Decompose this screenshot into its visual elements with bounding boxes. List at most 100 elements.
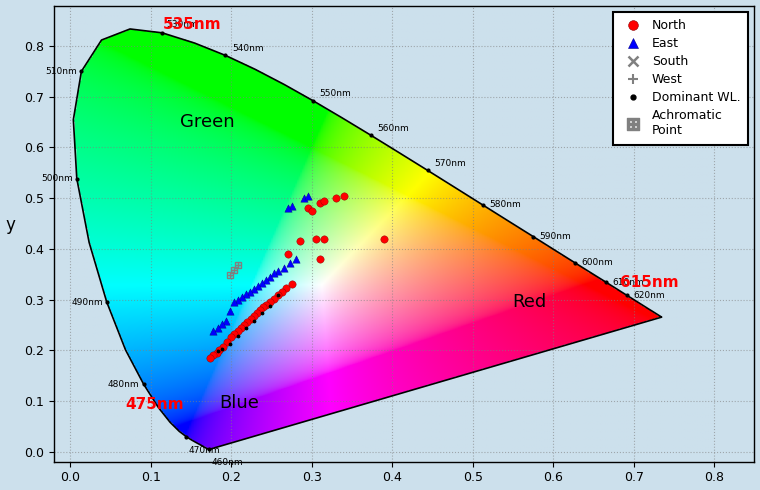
Text: 540nm: 540nm: [232, 44, 264, 53]
East: [298, 194, 310, 202]
East: [244, 288, 256, 296]
Text: Blue: Blue: [220, 394, 259, 413]
South: [531, 278, 543, 286]
West: [227, 258, 239, 266]
North: [213, 346, 225, 354]
South: [491, 278, 503, 286]
Text: 615nm: 615nm: [620, 275, 679, 290]
North: [207, 351, 220, 359]
North: [272, 292, 284, 299]
North: [286, 280, 298, 288]
West: [207, 299, 220, 307]
North: [225, 333, 237, 341]
South: [220, 260, 232, 268]
Text: 460nm: 460nm: [211, 458, 242, 467]
North: [251, 309, 263, 317]
South: [260, 380, 272, 388]
East: [286, 202, 298, 210]
North: [314, 255, 326, 263]
North: [248, 312, 260, 319]
Dominant WL.: [264, 302, 276, 310]
Text: 480nm: 480nm: [108, 380, 140, 389]
North: [211, 349, 223, 357]
South: [264, 383, 276, 391]
East: [268, 269, 280, 277]
North: [228, 330, 240, 338]
South: [370, 275, 382, 283]
North: [318, 235, 330, 243]
North: [280, 285, 292, 293]
North: [217, 343, 230, 351]
Text: 560nm: 560nm: [377, 123, 409, 132]
South: [255, 378, 268, 386]
West: [236, 269, 248, 276]
Dominant WL.: [248, 317, 260, 325]
East: [281, 204, 293, 212]
Dominant WL.: [211, 347, 223, 355]
East: [277, 264, 290, 271]
Text: 500nm: 500nm: [41, 174, 73, 183]
South: [227, 363, 239, 370]
West: [192, 319, 204, 327]
South: [244, 370, 256, 378]
West: [204, 304, 216, 312]
South: [211, 355, 223, 363]
Dominant WL.: [272, 292, 284, 299]
North: [318, 197, 330, 205]
West: [216, 289, 228, 297]
East: [255, 279, 268, 287]
North: [254, 306, 266, 314]
North: [293, 237, 306, 245]
East: [260, 276, 272, 284]
South: [362, 275, 374, 283]
South: [236, 368, 248, 375]
North: [258, 303, 270, 311]
West: [236, 342, 248, 350]
West: [223, 276, 236, 284]
West: [199, 309, 211, 317]
East: [272, 267, 284, 274]
North: [314, 199, 326, 207]
Legend: North, East, South, West, Dominant WL., Achromatic
Point: North, East, South, West, Dominant WL., …: [613, 12, 748, 145]
Text: Green: Green: [179, 113, 234, 131]
North: [241, 318, 253, 326]
Dominant WL.: [216, 345, 228, 353]
Text: 600nm: 600nm: [581, 258, 613, 267]
West: [232, 345, 244, 353]
Text: 550nm: 550nm: [319, 89, 351, 98]
East: [248, 286, 260, 294]
East: [207, 327, 220, 335]
West: [187, 324, 199, 332]
North: [264, 297, 276, 305]
East: [223, 307, 236, 315]
Text: 580nm: 580nm: [489, 200, 521, 209]
North: [309, 235, 321, 243]
East: [252, 282, 264, 290]
Dominant WL.: [223, 340, 236, 347]
East: [302, 192, 314, 199]
West: [211, 294, 223, 302]
Y-axis label: y: y: [5, 216, 15, 234]
North: [245, 315, 257, 323]
North: [276, 289, 288, 296]
West: [179, 335, 192, 343]
East: [284, 259, 296, 267]
Text: 490nm: 490nm: [71, 297, 103, 307]
East: [227, 298, 239, 306]
South: [223, 360, 236, 368]
North: [378, 235, 390, 243]
Text: 475nm: 475nm: [125, 397, 184, 412]
East: [220, 317, 232, 325]
North: [260, 301, 272, 309]
North: [302, 204, 314, 212]
East: [239, 291, 252, 298]
Text: Red: Red: [512, 293, 546, 311]
North: [221, 338, 233, 346]
Dominant WL.: [255, 309, 268, 317]
Text: 530nm: 530nm: [166, 20, 198, 29]
Text: 535nm: 535nm: [163, 17, 221, 32]
West: [183, 330, 195, 338]
North: [238, 321, 250, 329]
South: [239, 370, 252, 378]
North: [338, 192, 350, 199]
